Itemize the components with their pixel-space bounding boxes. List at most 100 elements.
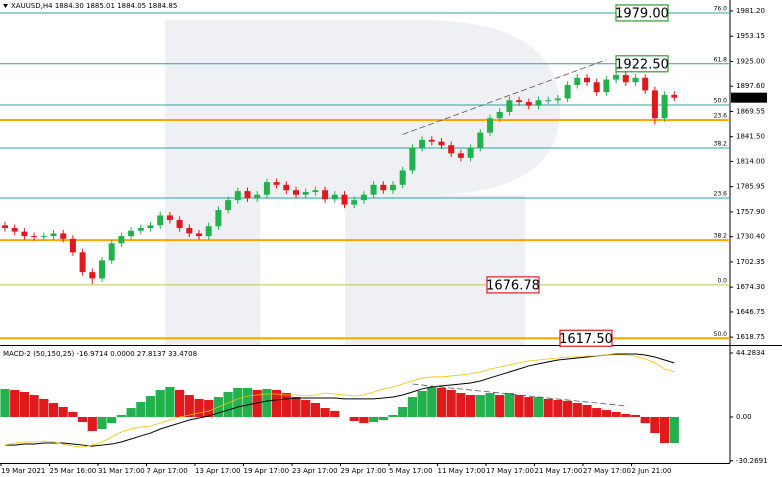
- candle-body: [234, 191, 241, 201]
- candle-body: [254, 194, 261, 199]
- price-annotation: 1979.00: [615, 4, 669, 22]
- candle-body: [496, 111, 503, 119]
- candle-body: [331, 194, 338, 200]
- candle-body: [128, 230, 135, 237]
- candle-body: [574, 77, 581, 85]
- histogram-bar: [533, 397, 544, 418]
- histogram-bar: [388, 414, 398, 418]
- candle-body: [11, 228, 18, 232]
- annotation-box: [486, 276, 540, 294]
- candle-body: [370, 184, 377, 195]
- candle-body: [50, 233, 57, 237]
- candle-body: [671, 94, 678, 98]
- candle-body: [263, 182, 270, 195]
- histogram-bar: [543, 398, 553, 418]
- candle-body: [448, 145, 455, 154]
- x-tick-label: 13 Apr 17:00: [195, 467, 241, 475]
- y-tick-label: 1841.50: [736, 133, 765, 141]
- histogram-bar: [223, 391, 233, 418]
- candle-body: [516, 100, 523, 103]
- fib-label: 38.2: [714, 233, 728, 240]
- candle-body: [506, 100, 513, 112]
- histogram-bar: [194, 398, 204, 418]
- candle-body: [632, 77, 639, 83]
- y-tick-label: 1869.55: [736, 107, 765, 115]
- candle-body: [428, 139, 435, 142]
- candle-body: [2, 225, 8, 229]
- price-annotation: 1676.78: [486, 276, 540, 294]
- histogram-bar: [116, 414, 126, 418]
- annotation-box: [615, 55, 669, 73]
- histogram-bar: [407, 397, 417, 418]
- histogram-bar: [48, 402, 59, 418]
- histogram-bar: [78, 417, 88, 423]
- histogram-bar: [39, 398, 49, 418]
- fib-label: 50.0: [714, 331, 728, 338]
- x-tick-label: 2 Jun 21:00: [632, 467, 672, 475]
- histogram-bar: [504, 392, 514, 418]
- candle-body: [661, 94, 668, 119]
- histogram-bar: [97, 417, 107, 430]
- x-tick-label: 7 Apr 17:00: [147, 467, 188, 475]
- candle-body: [545, 100, 552, 102]
- y-tick-label: 1618.75: [736, 333, 765, 341]
- histogram-bar: [436, 387, 447, 418]
- y-tick-label: 1925.00: [736, 58, 765, 66]
- x-tick-label: 27 May 17:00: [583, 467, 631, 475]
- histogram-bar: [514, 395, 524, 418]
- histogram-bar: [660, 417, 670, 444]
- candle-body: [419, 139, 426, 148]
- annotation-box: [559, 329, 613, 347]
- price-annotation: 1922.50: [615, 55, 669, 73]
- candle-body: [409, 147, 416, 171]
- histogram-bar: [446, 389, 456, 418]
- histogram-bar: [68, 411, 78, 418]
- candle-body: [118, 236, 125, 244]
- histogram-bar: [630, 414, 641, 418]
- histogram-bar: [310, 402, 320, 418]
- fib-label: 50.0: [714, 98, 728, 105]
- macd-line: [4, 354, 675, 448]
- x-tick-label: 29 Apr 17:00: [341, 467, 387, 475]
- fib-label: 61.8: [714, 56, 728, 63]
- histogram-bar: [291, 397, 301, 418]
- x-tick-label: 31 Mar 17:00: [98, 467, 145, 475]
- candle-body: [380, 184, 387, 191]
- candle-body: [293, 190, 299, 195]
- histogram-bar: [145, 396, 156, 418]
- last-price-label: 1884.85: [734, 94, 763, 102]
- candle-body: [176, 219, 183, 229]
- histogram-bar: [524, 397, 534, 418]
- candle-body: [157, 215, 164, 226]
- candle-body: [166, 215, 173, 220]
- histogram-bar: [184, 395, 194, 418]
- candle-body: [108, 243, 115, 261]
- watermark-shape: [165, 20, 560, 345]
- histogram-bar: [640, 417, 650, 424]
- y-tick-label: 1981.20: [736, 7, 765, 15]
- histogram-bar: [87, 417, 97, 432]
- histogram-bar: [669, 417, 679, 444]
- histogram-bar: [456, 392, 466, 418]
- x-tick-label: 25 Mar 16:00: [50, 467, 97, 475]
- candle-body: [351, 200, 358, 205]
- candle-body: [147, 225, 154, 229]
- candle-body: [89, 272, 96, 279]
- histogram-bar: [417, 390, 427, 418]
- histogram-bar: [165, 386, 175, 418]
- fib-label: 38.2: [714, 141, 728, 148]
- menu-arrow: [3, 4, 8, 8]
- histogram-bar: [0, 388, 10, 418]
- histogram-bar: [349, 417, 359, 422]
- candle-body: [535, 100, 542, 106]
- candle-body: [487, 118, 493, 133]
- fib-label: 23.6: [714, 113, 728, 120]
- y-tick-label: 1674.30: [736, 283, 765, 291]
- y-tick-label: -30.2691: [736, 457, 767, 465]
- macd-title: MACD-2 (50,150,25) -16.9714 0.0000 27.81…: [3, 350, 197, 358]
- x-tick-label: 17 May 17:00: [486, 467, 534, 475]
- histogram-bar: [155, 389, 165, 418]
- histogram-bar: [495, 395, 505, 418]
- histogram-bar: [650, 417, 660, 434]
- histogram-bar: [10, 389, 20, 418]
